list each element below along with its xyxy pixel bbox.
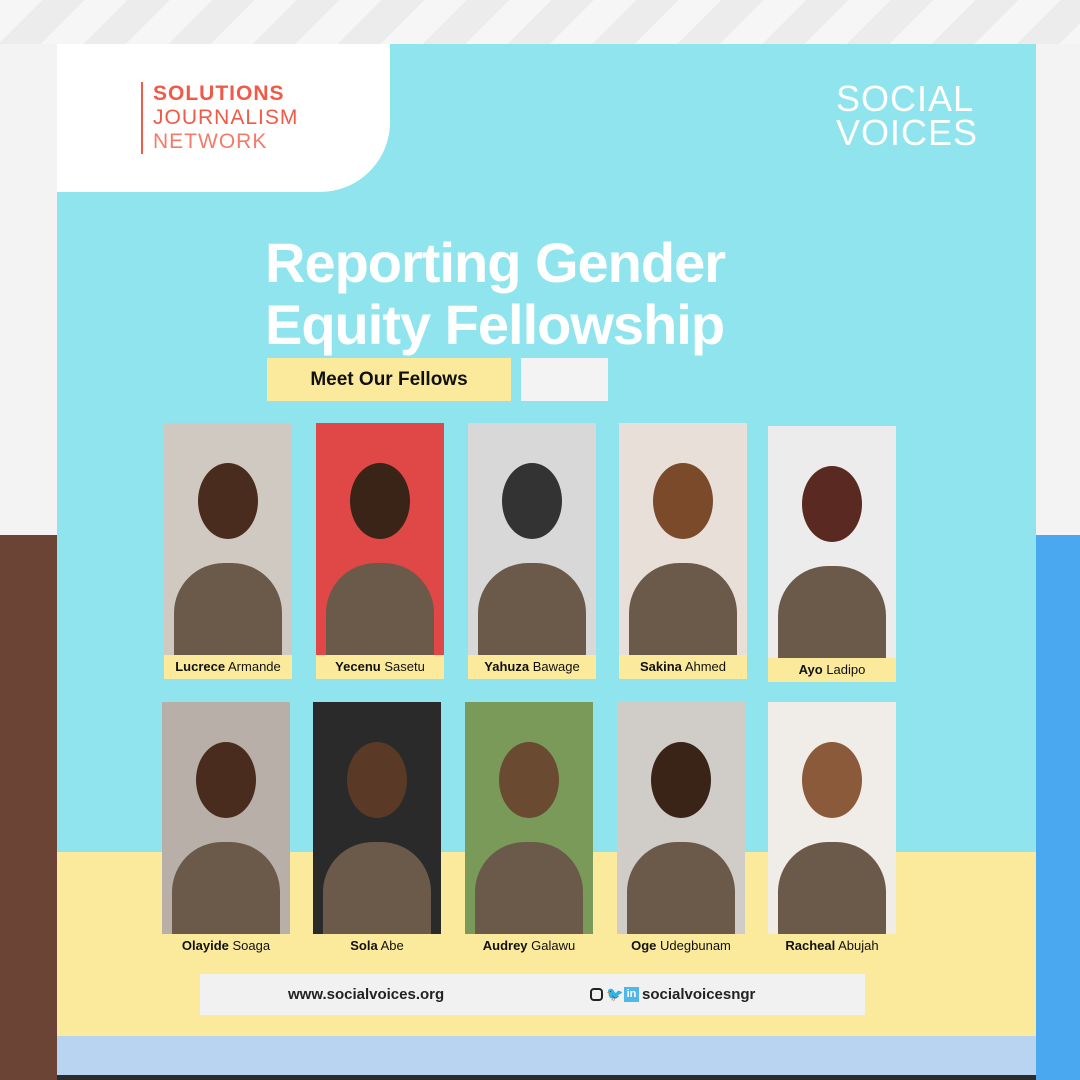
- logo-line: NETWORK: [153, 130, 268, 153]
- photo-body-shape: [778, 566, 886, 658]
- fellow-first-name: Oge: [631, 938, 657, 953]
- twitter-icon[interactable]: 🐦: [606, 986, 624, 1002]
- fellow-first-name: Olayide: [181, 938, 229, 953]
- fellow-first-name: Ayo: [798, 662, 823, 677]
- fellow-photo: [768, 702, 896, 934]
- fellow-card: Ayo Ladipo: [768, 426, 896, 682]
- fellow-card: Yecenu Sasetu: [316, 423, 444, 679]
- solutions-journalism-network-logo: SOLUTIONS JOURNALISM NETWORK: [141, 82, 298, 154]
- fellow-photo: [619, 423, 747, 655]
- fellow-name-label: Racheal Abujah: [768, 934, 896, 958]
- fellow-name-label: Yecenu Sasetu: [316, 655, 444, 679]
- photo-head-shape: [198, 463, 258, 539]
- fellow-last-name: Ladipo: [826, 662, 866, 677]
- fellow-last-name: Udegbunam: [660, 938, 731, 953]
- fellow-card: Audrey Galawu: [465, 702, 593, 958]
- fellow-card: Yahuza Bawage: [468, 423, 596, 679]
- fellow-name-label: Sakina Ahmed: [619, 655, 747, 679]
- website-link[interactable]: www.socialvoices.org: [288, 986, 445, 1003]
- logo-line: SOCIAL: [835, 78, 974, 119]
- photo-body-shape: [778, 842, 886, 934]
- photo-body-shape: [174, 563, 282, 655]
- fellow-name-label: Olayide Soaga: [162, 934, 290, 958]
- social-handle-group: 🐦 in socialvoicesngr: [590, 974, 755, 1015]
- fellow-photo: [162, 702, 290, 934]
- photo-body-shape: [475, 842, 583, 934]
- fellow-last-name: Ahmed: [684, 659, 727, 674]
- fellow-name-label: Oge Udegbunam: [617, 934, 745, 958]
- background-pattern-top: [0, 0, 1080, 44]
- fellow-last-name: Bawage: [532, 659, 580, 674]
- fellow-card: Oge Udegbunam: [617, 702, 745, 958]
- logo-line: VOICES: [835, 112, 978, 153]
- fellow-first-name: Lucrece: [175, 659, 226, 674]
- photo-head-shape: [653, 463, 713, 539]
- fellow-photo: [164, 423, 292, 655]
- fellow-last-name: Galawu: [531, 938, 576, 953]
- fellow-photo: [468, 423, 596, 655]
- photo-head-shape: [196, 742, 256, 818]
- photo-body-shape: [627, 842, 735, 934]
- photo-head-shape: [802, 742, 862, 818]
- social-voices-logo: SOCIAL VOICES: [835, 78, 978, 153]
- linkedin-icon[interactable]: in: [624, 987, 639, 1002]
- fellow-last-name: Abujah: [838, 938, 879, 953]
- fellow-first-name: Sakina: [639, 659, 682, 674]
- logo-tab: SOLUTIONS JOURNALISM NETWORK: [57, 44, 390, 192]
- fellow-card: Olayide Soaga: [162, 702, 290, 958]
- fellow-last-name: Armande: [228, 659, 281, 674]
- photo-body-shape: [326, 563, 434, 655]
- fellow-last-name: Sasetu: [384, 659, 425, 674]
- poster-card: SOLUTIONS JOURNALISM NETWORK SOCIAL VOIC…: [57, 44, 1036, 1036]
- photo-head-shape: [651, 742, 711, 818]
- photo-body-shape: [323, 842, 431, 934]
- page-title: Reporting Gender Equity Fellowship: [265, 231, 726, 356]
- social-handle[interactable]: socialvoicesngr: [642, 986, 756, 1003]
- title-line: Equity Fellowship: [265, 293, 725, 356]
- instagram-icon[interactable]: [590, 988, 603, 1001]
- fellow-name-label: Yahuza Bawage: [468, 655, 596, 679]
- photo-head-shape: [502, 463, 562, 539]
- photo-head-shape: [350, 463, 410, 539]
- photo-body-shape: [478, 563, 586, 655]
- fellow-photo: [617, 702, 745, 934]
- fellow-first-name: Audrey: [482, 938, 528, 953]
- fellow-photo: [465, 702, 593, 934]
- fellow-name-label: Ayo Ladipo: [768, 658, 896, 682]
- logo-line: SOLUTIONS: [153, 82, 285, 105]
- fellow-card: Sola Abe: [313, 702, 441, 958]
- photo-head-shape: [347, 742, 407, 818]
- fellow-name-label: Audrey Galawu: [465, 934, 593, 958]
- logo-line: JOURNALISM: [153, 106, 299, 129]
- subtitle-accent-box: [521, 358, 608, 401]
- fellow-last-name: Abe: [380, 938, 404, 953]
- fellow-name-label: Sola Abe: [313, 934, 441, 958]
- title-line: Reporting Gender: [265, 231, 726, 294]
- photo-head-shape: [802, 466, 862, 542]
- fellow-card: Racheal Abujah: [768, 702, 896, 958]
- fellow-card: Lucrece Armande: [164, 423, 292, 679]
- photo-body-shape: [172, 842, 280, 934]
- fellow-first-name: Sola: [350, 938, 378, 953]
- fellow-first-name: Yecenu: [335, 659, 381, 674]
- fellow-last-name: Soaga: [232, 938, 271, 953]
- fellow-first-name: Racheal: [785, 938, 836, 953]
- fellow-photo: [313, 702, 441, 934]
- subtitle-banner: Meet Our Fellows: [267, 358, 511, 401]
- fellow-first-name: Yahuza: [484, 659, 530, 674]
- photo-body-shape: [629, 563, 737, 655]
- photo-head-shape: [499, 742, 559, 818]
- fellow-photo: [316, 423, 444, 655]
- fellow-name-label: Lucrece Armande: [164, 655, 292, 679]
- fellow-card: Sakina Ahmed: [619, 423, 747, 679]
- footer-bar: www.socialvoices.org 🐦 in socialvoicesng…: [200, 974, 865, 1015]
- fellow-photo: [768, 426, 896, 658]
